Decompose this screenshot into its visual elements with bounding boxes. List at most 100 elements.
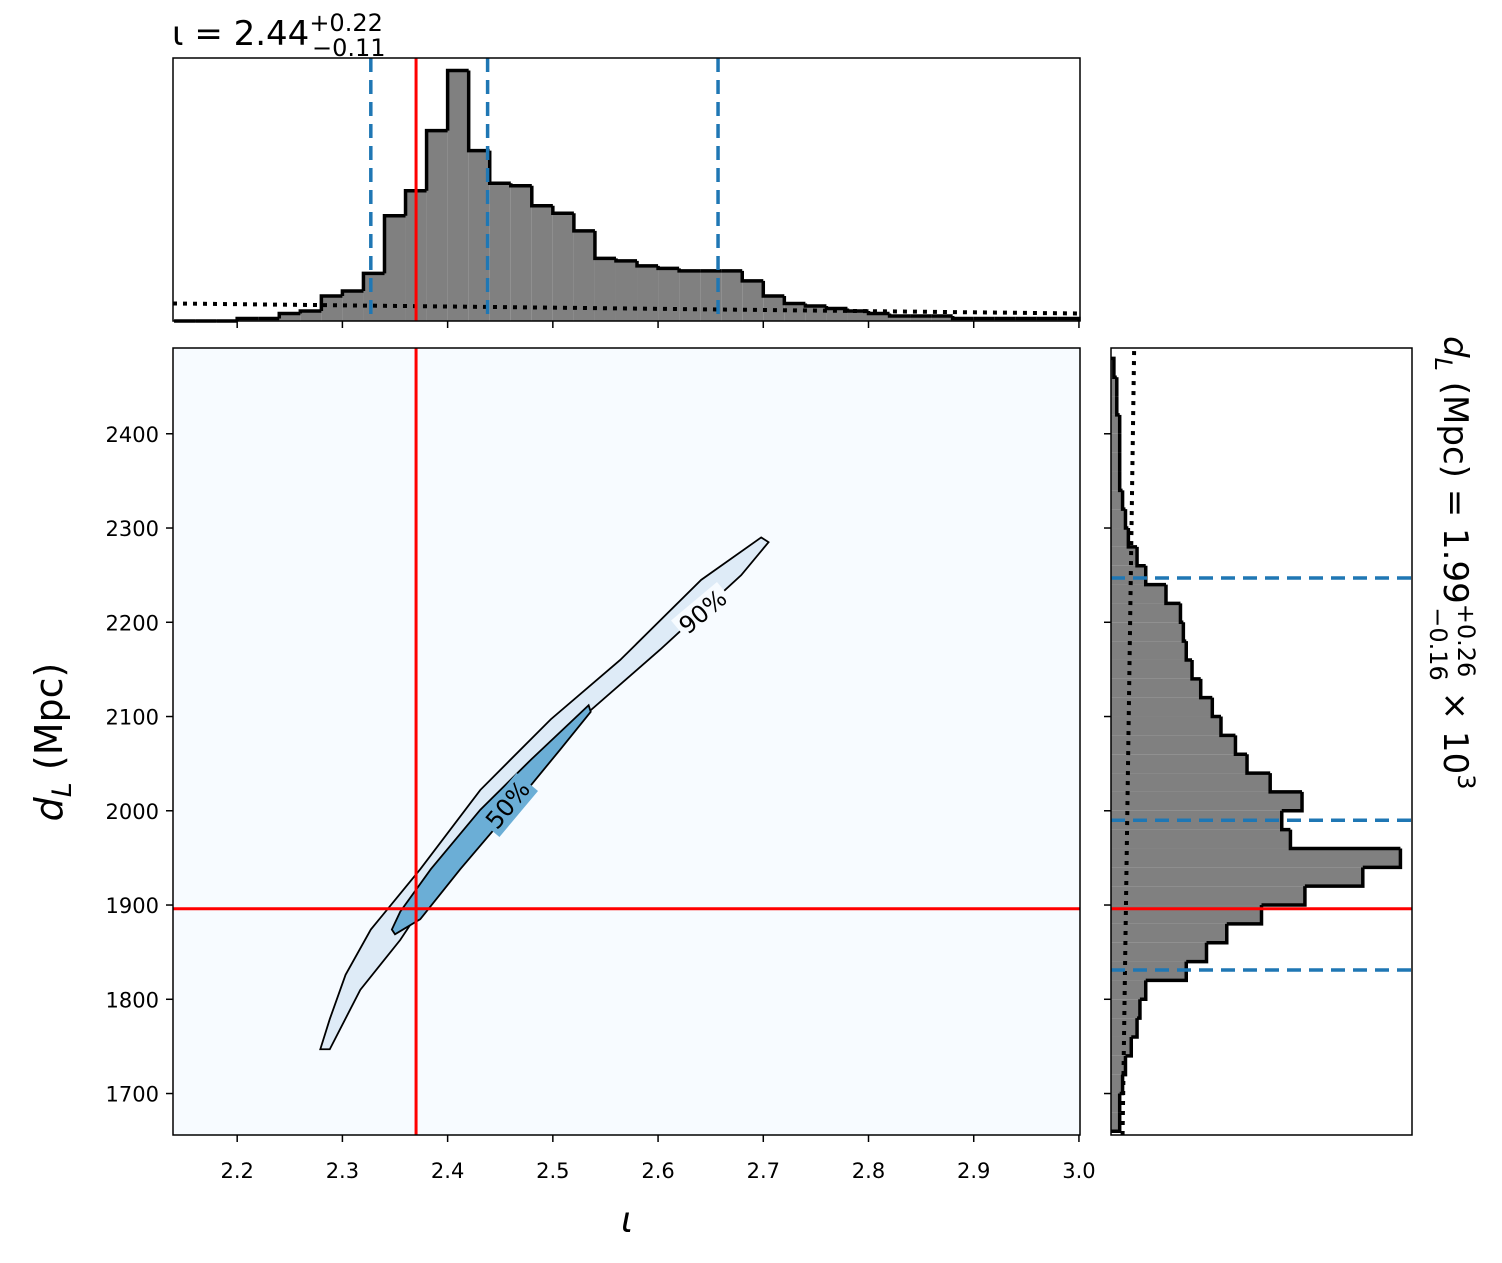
hist-bar bbox=[342, 290, 364, 321]
hist-outline bbox=[1125, 1036, 1134, 1058]
hist-bar bbox=[384, 215, 406, 321]
hist-outline bbox=[509, 183, 532, 188]
right-label-sub2: −0.16 bbox=[1424, 607, 1452, 681]
plot-layer: 90%50%2.2 2.3 2.4 2.5 2.6 2.7 2.8 2.9 3.01700180… bbox=[106, 57, 1413, 1183]
hist-bar bbox=[1111, 716, 1221, 736]
hist-bar bbox=[742, 280, 764, 321]
hist-bar bbox=[363, 273, 385, 321]
x-tick-label: 2.4 bbox=[431, 1159, 464, 1183]
prior-line bbox=[1120, 347, 1137, 1136]
hist-outline bbox=[1126, 528, 1138, 549]
hist-outline bbox=[1143, 565, 1166, 587]
hist-bar bbox=[1111, 697, 1213, 717]
hist-outline bbox=[340, 289, 364, 296]
hist-bar bbox=[1111, 1055, 1126, 1075]
contour-label-gap bbox=[671, 581, 735, 643]
hist-bar bbox=[1111, 754, 1248, 774]
hist-outline bbox=[593, 230, 616, 261]
hist-bar bbox=[1111, 773, 1271, 792]
hist-bar bbox=[1111, 490, 1123, 510]
hist-outline bbox=[1135, 546, 1146, 568]
y-tick-label: 2200 bbox=[106, 611, 159, 635]
hist-outline bbox=[1184, 641, 1193, 662]
hist-bar bbox=[1111, 471, 1120, 491]
hist-bar bbox=[721, 270, 743, 321]
hist-bar bbox=[1111, 791, 1303, 811]
y-tick-label: 1800 bbox=[106, 988, 159, 1012]
hist-outline bbox=[761, 280, 785, 298]
hist-outline bbox=[782, 295, 806, 306]
hist-bar bbox=[1111, 829, 1291, 849]
hist-outline bbox=[1210, 697, 1221, 719]
hist-outline bbox=[845, 308, 869, 313]
right-label-sub: L bbox=[1429, 358, 1457, 371]
axes-frame bbox=[1110, 347, 1413, 1136]
y-axis-label: dL (Mpc) bbox=[27, 663, 78, 822]
hist-outline bbox=[1115, 396, 1120, 417]
hist-outline bbox=[1117, 471, 1123, 493]
hist-outline bbox=[1139, 980, 1148, 1002]
hist-outline bbox=[1186, 942, 1209, 964]
hist-outline bbox=[1178, 603, 1184, 625]
x-tick-label: 2.7 bbox=[747, 1159, 780, 1183]
right-label-times: × 10 bbox=[1435, 681, 1475, 774]
hist-outline bbox=[1226, 905, 1264, 926]
hist-bar bbox=[826, 308, 848, 321]
hist-outline bbox=[635, 260, 659, 268]
hist-bar bbox=[552, 213, 574, 321]
hist-outline bbox=[1137, 999, 1142, 1020]
hist-bar bbox=[594, 258, 616, 321]
hist-outline bbox=[298, 309, 322, 314]
x-tick-label: 3.0 bbox=[1062, 1159, 1095, 1183]
axes-frame bbox=[172, 347, 1081, 1136]
hist-bar bbox=[1111, 1112, 1120, 1132]
y-label-main: d bbox=[27, 796, 71, 821]
x-tick-label: 2.3 bbox=[326, 1159, 359, 1183]
hist-outline bbox=[1190, 659, 1201, 681]
right-label-main: d bbox=[1435, 336, 1475, 358]
hist-outline bbox=[1261, 886, 1307, 907]
hist-bar bbox=[1111, 923, 1227, 943]
hist-outline bbox=[824, 305, 848, 311]
hist-bar bbox=[1111, 999, 1140, 1019]
contour-label-gap bbox=[477, 773, 539, 837]
x-tick-label: 2.9 bbox=[957, 1159, 990, 1183]
hist-outline bbox=[1123, 509, 1129, 530]
hist-outline bbox=[1206, 923, 1229, 945]
hist-outline bbox=[1145, 961, 1188, 983]
hist-bar bbox=[679, 270, 701, 321]
hist-outline bbox=[277, 311, 301, 319]
y-tick-label: 2400 bbox=[106, 423, 159, 447]
hist-outline bbox=[1362, 848, 1403, 870]
hist-outline bbox=[1219, 716, 1236, 738]
hist-outline bbox=[677, 268, 701, 273]
hist-bar bbox=[1111, 678, 1201, 698]
hist-bar bbox=[573, 230, 595, 321]
hist-outline bbox=[740, 270, 764, 283]
prior-line bbox=[172, 301, 1081, 316]
hist-bar bbox=[1111, 735, 1236, 755]
hist-bar bbox=[531, 205, 553, 321]
y-tick-label: 2000 bbox=[106, 800, 159, 824]
hist-bar bbox=[1111, 961, 1187, 981]
hist-bar bbox=[1111, 509, 1126, 529]
hist-outline bbox=[361, 271, 385, 291]
hist-outline bbox=[950, 315, 974, 321]
hist-bar bbox=[805, 305, 827, 321]
axes-frame bbox=[172, 57, 1081, 322]
hist-outline bbox=[866, 310, 890, 316]
hist-outline bbox=[551, 205, 574, 216]
hist-bar bbox=[1111, 1036, 1132, 1056]
hist-bar bbox=[300, 310, 322, 321]
hist-outline bbox=[424, 128, 448, 191]
hist-bar bbox=[1111, 433, 1120, 453]
x-tick-label: 2.8 bbox=[852, 1159, 885, 1183]
hist-bar bbox=[1111, 414, 1120, 434]
hist-outline bbox=[1181, 622, 1187, 643]
hist-bar bbox=[489, 183, 511, 321]
hist-bar bbox=[1111, 886, 1305, 906]
hist-outline bbox=[235, 316, 259, 321]
hist-outline bbox=[1304, 867, 1365, 888]
hist-bar bbox=[1111, 396, 1117, 415]
